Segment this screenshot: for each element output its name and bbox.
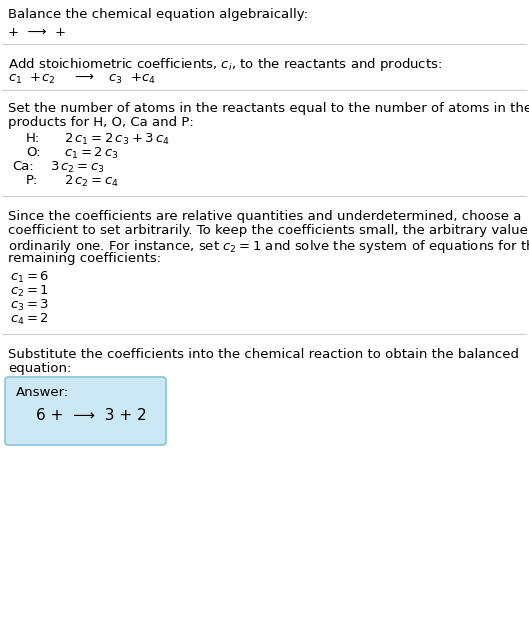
Text: H:: H: — [26, 132, 40, 145]
Text: Answer:: Answer: — [16, 386, 69, 399]
Text: $c_4 = 2$: $c_4 = 2$ — [10, 312, 49, 327]
Text: equation:: equation: — [8, 362, 71, 375]
Text: coefficient to set arbitrarily. To keep the coefficients small, the arbitrary va: coefficient to set arbitrarily. To keep … — [8, 224, 529, 237]
Text: remaining coefficients:: remaining coefficients: — [8, 252, 161, 265]
Text: products for H, O, Ca and P:: products for H, O, Ca and P: — [8, 116, 194, 129]
Text: $2\,c_2 = c_4$: $2\,c_2 = c_4$ — [64, 174, 119, 189]
Text: $3\,c_2 = c_3$: $3\,c_2 = c_3$ — [50, 160, 105, 175]
Text: $c_3 = 3$: $c_3 = 3$ — [10, 298, 49, 313]
Text: Set the number of atoms in the reactants equal to the number of atoms in the: Set the number of atoms in the reactants… — [8, 102, 529, 115]
Text: ordinarily one. For instance, set $c_2 = 1$ and solve the system of equations fo: ordinarily one. For instance, set $c_2 =… — [8, 238, 529, 255]
Text: $c_1$  +$c_2$    $\longrightarrow$   $c_3$  +$c_4$: $c_1$ +$c_2$ $\longrightarrow$ $c_3$ +$c… — [8, 72, 156, 86]
Text: Ca:: Ca: — [12, 160, 34, 173]
Text: P:: P: — [26, 174, 39, 187]
Text: $2\,c_1 = 2\,c_3 + 3\,c_4$: $2\,c_1 = 2\,c_3 + 3\,c_4$ — [64, 132, 170, 147]
Text: Balance the chemical equation algebraically:: Balance the chemical equation algebraica… — [8, 8, 308, 21]
FancyBboxPatch shape — [5, 377, 166, 445]
Text: $c_2 = 1$: $c_2 = 1$ — [10, 284, 49, 299]
Text: +  ⟶  +: + ⟶ + — [8, 26, 66, 39]
Text: Add stoichiometric coefficients, $c_i$, to the reactants and products:: Add stoichiometric coefficients, $c_i$, … — [8, 56, 442, 73]
Text: $c_1 = 2\,c_3$: $c_1 = 2\,c_3$ — [64, 146, 119, 161]
Text: Substitute the coefficients into the chemical reaction to obtain the balanced: Substitute the coefficients into the che… — [8, 348, 519, 361]
Text: O:: O: — [26, 146, 41, 159]
Text: 6 +  ⟶  3 + 2: 6 + ⟶ 3 + 2 — [36, 408, 147, 423]
Text: $c_1 = 6$: $c_1 = 6$ — [10, 270, 49, 285]
Text: Since the coefficients are relative quantities and underdetermined, choose a: Since the coefficients are relative quan… — [8, 210, 522, 223]
